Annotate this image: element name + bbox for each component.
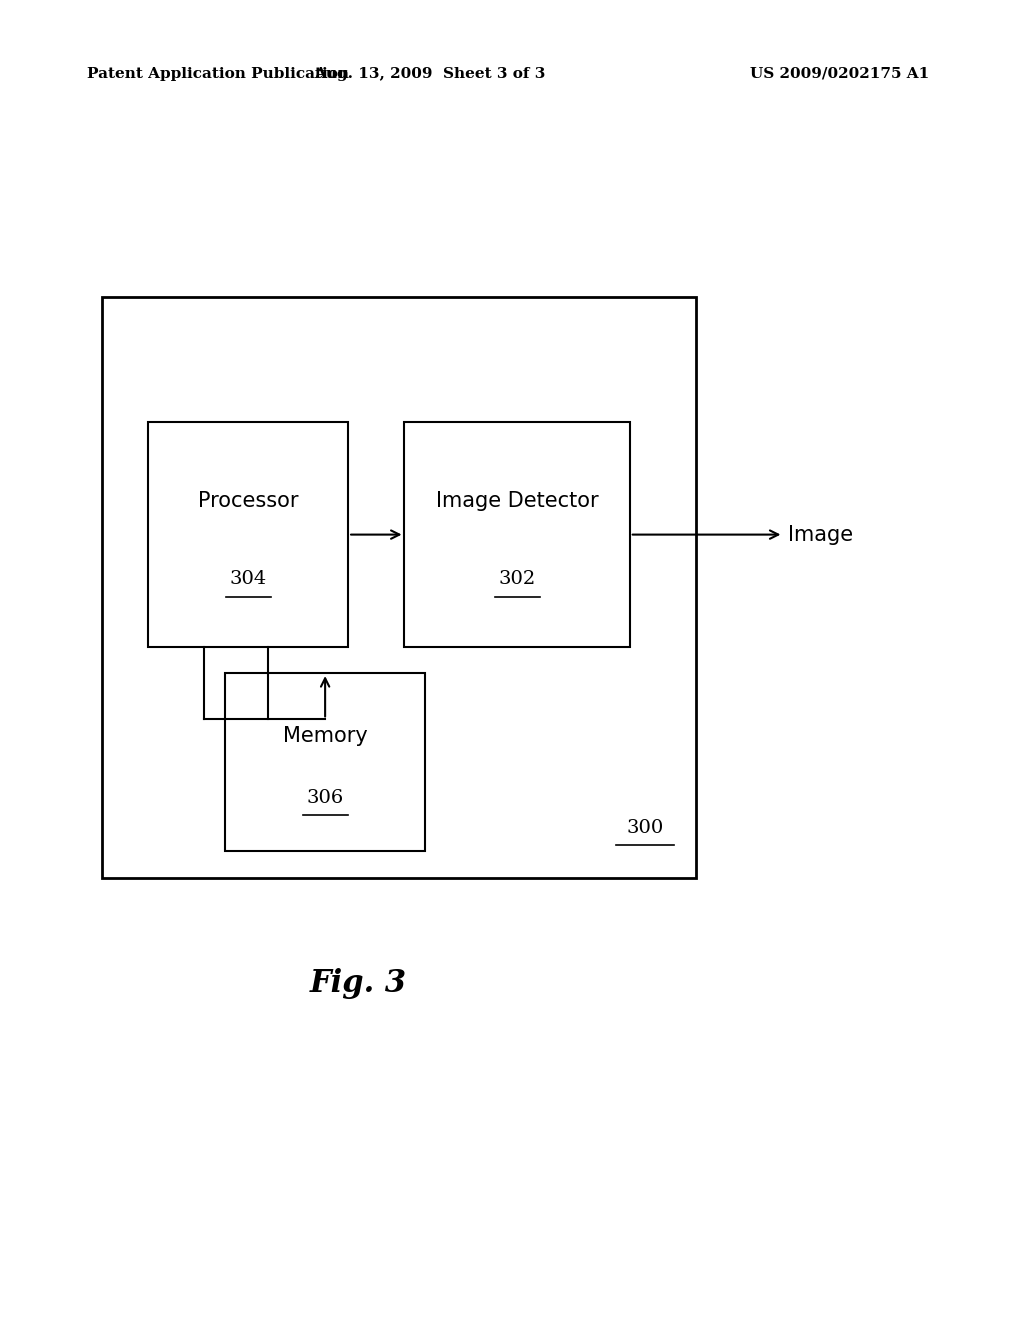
Text: Patent Application Publication: Patent Application Publication xyxy=(87,67,349,81)
Text: Fig. 3: Fig. 3 xyxy=(310,968,407,999)
Text: 304: 304 xyxy=(229,570,267,589)
Text: US 2009/0202175 A1: US 2009/0202175 A1 xyxy=(750,67,930,81)
Bar xyxy=(148,422,348,647)
Text: Aug. 13, 2009  Sheet 3 of 3: Aug. 13, 2009 Sheet 3 of 3 xyxy=(314,67,546,81)
Text: 300: 300 xyxy=(627,818,664,837)
Text: Memory: Memory xyxy=(283,726,368,746)
Text: 302: 302 xyxy=(499,570,536,589)
Bar xyxy=(225,673,425,851)
Text: Image: Image xyxy=(788,524,854,545)
Bar xyxy=(102,297,696,878)
Bar xyxy=(404,422,630,647)
Text: Processor: Processor xyxy=(198,491,299,511)
Text: 306: 306 xyxy=(306,789,344,807)
Text: Image Detector: Image Detector xyxy=(436,491,598,511)
